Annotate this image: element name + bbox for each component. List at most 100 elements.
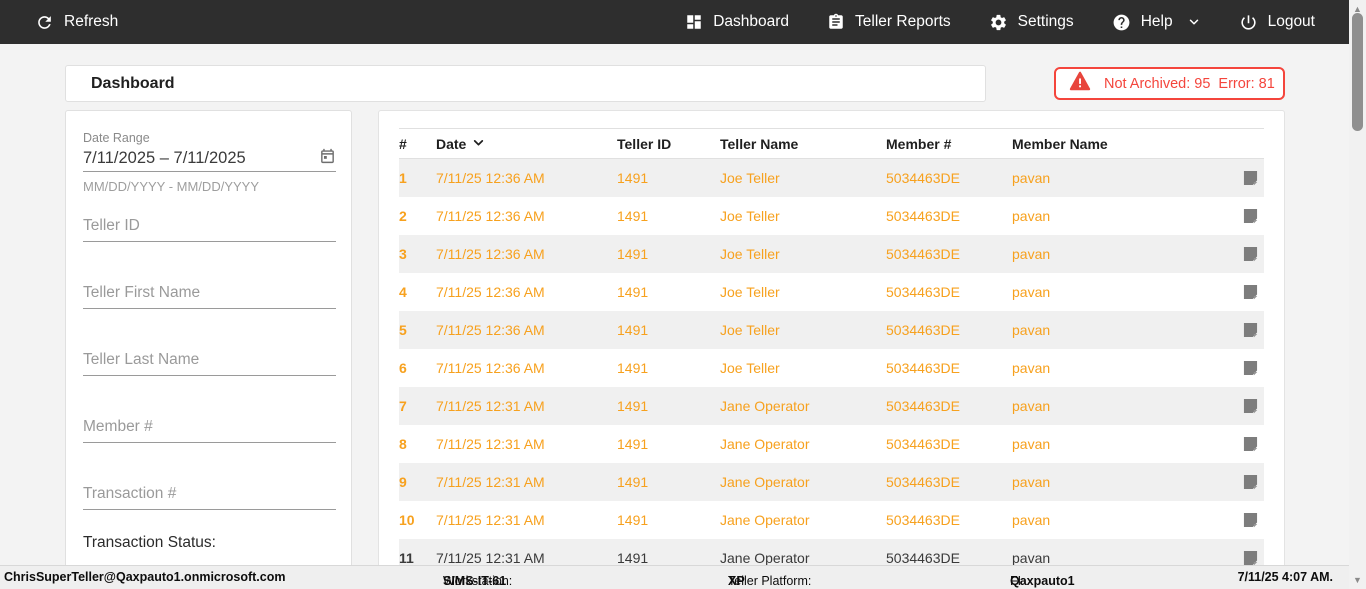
scrollbar-down-arrow[interactable]: ▼ (1353, 575, 1362, 585)
nav-label: Dashboard (713, 13, 790, 30)
table-row[interactable]: 6 7/11/25 12:36 AM 1491 Joe Teller 50344… (399, 349, 1264, 387)
cell-teller-id: 1491 (617, 322, 649, 338)
nav-item-dashboard[interactable]: Dashboard (685, 13, 789, 31)
table-row[interactable]: 9 7/11/25 12:31 AM 1491 Jane Operator 50… (399, 463, 1264, 501)
teller-last-name-input[interactable] (83, 345, 336, 376)
cell-member-number: 5034463DE (886, 284, 960, 300)
cell-date: 7/11/25 12:31 AM (436, 398, 545, 414)
cell-member-number: 5034463DE (886, 208, 960, 224)
date-range-field[interactable]: 7/11/2025 – 7/11/2025 (83, 145, 336, 172)
cell-date: 7/11/25 12:36 AM (436, 360, 545, 376)
note-icon[interactable] (1224, 170, 1264, 186)
teller-first-name-input[interactable] (83, 278, 336, 309)
page-title-bar: Dashboard (65, 65, 986, 102)
help-icon (1112, 13, 1131, 32)
column-header-number: # (399, 135, 407, 152)
nav-item-settings[interactable]: Settings (989, 13, 1074, 32)
alert-badge[interactable]: Not Archived: 95 Error: 81 (1054, 67, 1285, 100)
status-bar: ChrisSuperTeller@Qaxpauto1.onmicrosoft.c… (0, 565, 1349, 589)
table-row[interactable]: 2 7/11/25 12:36 AM 1491 Joe Teller 50344… (399, 197, 1264, 235)
cell-teller-name: Jane Operator (720, 512, 810, 528)
vertical-scrollbar[interactable]: ▲ ▼ (1349, 0, 1366, 589)
error-count: Error: 81 (1218, 75, 1275, 92)
not-archived-count: Not Archived: 95 (1104, 75, 1211, 92)
member-number-field-wrap (83, 412, 336, 443)
nav-item-help[interactable]: Help (1112, 13, 1201, 32)
cell-member-name: pavan (1012, 550, 1051, 566)
note-icon[interactable] (1224, 322, 1264, 338)
table-row[interactable]: 5 7/11/25 12:36 AM 1491 Joe Teller 50344… (399, 311, 1264, 349)
status-platform-value: XP (728, 574, 745, 588)
note-icon[interactable] (1224, 284, 1264, 300)
row-number: 2 (399, 208, 407, 224)
chevron-down-icon (1187, 15, 1201, 29)
cell-teller-name: Joe Teller (720, 246, 780, 262)
dashboard-icon (685, 13, 703, 31)
cell-teller-id: 1491 (617, 208, 649, 224)
warning-icon (1069, 71, 1091, 96)
table-row[interactable]: 7 7/11/25 12:31 AM 1491 Jane Operator 50… (399, 387, 1264, 425)
column-header-member-name: Member Name (1012, 135, 1108, 152)
cell-member-number: 5034463DE (886, 398, 960, 414)
status-workstation-label: Workstation: (443, 574, 513, 588)
table-row[interactable]: 10 7/11/25 12:31 AM 1491 Jane Operator 5… (399, 501, 1264, 539)
date-range-label: Date Range (83, 131, 150, 145)
scrollbar-up-arrow[interactable]: ▲ (1353, 4, 1362, 14)
note-icon[interactable] (1224, 474, 1264, 490)
cell-member-name: pavan (1012, 512, 1051, 528)
teller-id-field-wrap (83, 211, 336, 242)
cell-date: 7/11/25 12:31 AM (436, 474, 545, 490)
cell-member-name: pavan (1012, 246, 1051, 262)
teller-first-name-field-wrap (83, 278, 336, 309)
row-number: 5 (399, 322, 407, 338)
page-title: Dashboard (91, 74, 175, 92)
table-row[interactable]: 3 7/11/25 12:36 AM 1491 Joe Teller 50344… (399, 235, 1264, 273)
table-row[interactable]: 8 7/11/25 12:31 AM 1491 Jane Operator 50… (399, 425, 1264, 463)
date-range-hint: MM/DD/YYYY - MM/DD/YYYY (83, 179, 260, 194)
refresh-button[interactable]: Refresh (35, 13, 118, 32)
status-user: ChrisSuperTeller@Qaxpauto1.onmicrosoft.c… (4, 570, 286, 584)
table-row[interactable]: 1 7/11/25 12:36 AM 1491 Joe Teller 50344… (399, 159, 1264, 197)
cell-member-name: pavan (1012, 436, 1051, 452)
transaction-number-field-wrap (83, 479, 336, 510)
note-icon[interactable] (1224, 208, 1264, 224)
note-icon[interactable] (1224, 436, 1264, 452)
note-icon[interactable] (1224, 246, 1264, 262)
cell-member-name: pavan (1012, 170, 1051, 186)
note-icon[interactable] (1224, 512, 1264, 528)
note-icon[interactable] (1224, 550, 1264, 566)
nav-label: Help (1140, 13, 1173, 30)
row-number: 10 (399, 512, 415, 528)
cell-member-number: 5034463DE (886, 246, 960, 262)
cell-date: 7/11/25 12:31 AM (436, 550, 545, 566)
nav-item-teller-reports[interactable]: Teller Reports (827, 13, 951, 31)
cell-date: 7/11/25 12:36 AM (436, 246, 545, 262)
row-number: 11 (399, 550, 414, 566)
cell-teller-name: Joe Teller (720, 322, 780, 338)
column-header-date[interactable]: Date (436, 136, 617, 152)
cell-member-name: pavan (1012, 474, 1051, 490)
calendar-icon[interactable] (319, 147, 336, 170)
cell-teller-id: 1491 (617, 284, 649, 300)
table-body: 1 7/11/25 12:36 AM 1491 Joe Teller 50344… (399, 159, 1264, 575)
member-number-input[interactable] (83, 412, 336, 443)
note-icon[interactable] (1224, 398, 1264, 414)
cell-member-number: 5034463DE (886, 170, 960, 186)
table-row[interactable]: 4 7/11/25 12:36 AM 1491 Joe Teller 50344… (399, 273, 1264, 311)
cell-teller-name: Jane Operator (720, 436, 810, 452)
teller-id-input[interactable] (83, 211, 336, 242)
sort-desc-icon (472, 136, 485, 152)
scrollbar-thumb[interactable] (1352, 13, 1363, 131)
cell-member-number: 5034463DE (886, 360, 960, 376)
clipboard-icon (827, 13, 845, 31)
cell-teller-id: 1491 (617, 360, 649, 376)
gear-icon (989, 13, 1008, 32)
column-header-teller-name: Teller Name (720, 135, 799, 152)
transaction-number-input[interactable] (83, 479, 336, 510)
nav-item-logout[interactable]: Logout (1239, 13, 1315, 32)
note-icon[interactable] (1224, 360, 1264, 376)
cell-teller-id: 1491 (617, 550, 649, 566)
cell-teller-id: 1491 (617, 398, 649, 414)
row-number: 9 (399, 474, 407, 490)
power-icon (1239, 13, 1258, 32)
